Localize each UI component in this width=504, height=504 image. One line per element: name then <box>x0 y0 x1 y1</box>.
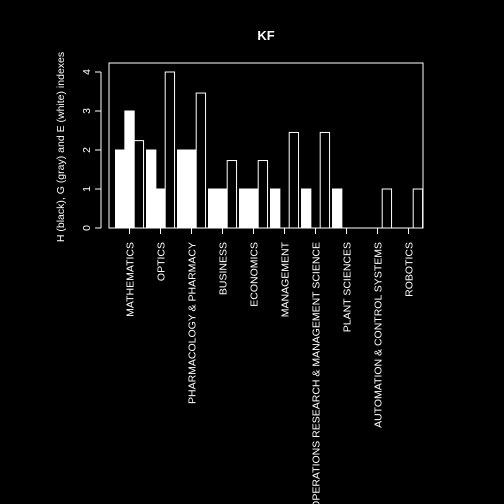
x-tick-label-4: ECONOMICS <box>249 242 261 307</box>
y-axis: 0 1 2 3 4 <box>81 69 102 231</box>
bar-g-3 <box>217 188 228 229</box>
x-tick-label-6: OPERATIONS RESEARCH & MANAGEMENT SCIENCE <box>311 242 323 504</box>
bar-e-0 <box>133 140 145 229</box>
x-tick-label-0: MATHEMATICS <box>125 242 137 317</box>
bar-g-4 <box>248 188 259 229</box>
y-tick-label-4: 4 <box>81 69 93 75</box>
bar-e-9 <box>412 188 424 229</box>
bar-e-5 <box>288 131 300 229</box>
bar-g-0 <box>124 110 135 229</box>
bar-h-7 <box>332 188 343 229</box>
bar-h-3 <box>208 188 219 229</box>
bar-g-1 <box>155 188 166 229</box>
bar-e-2 <box>195 92 207 229</box>
bar-h-6 <box>301 188 312 229</box>
chart-title: KF <box>257 28 274 43</box>
x-tick-label-3: BUSINESS <box>218 242 230 295</box>
bar-h-0 <box>115 149 126 229</box>
bars-group <box>115 71 424 229</box>
y-tick-label-1: 1 <box>81 186 93 192</box>
bar-h-4 <box>239 188 250 229</box>
x-tick-label-9: ROBOTICS <box>404 242 416 297</box>
y-tick-label-3: 3 <box>81 108 93 114</box>
y-axis-label: H (black), G (gray) and E (white) indexe… <box>55 52 67 242</box>
x-axis: MATHEMATICS OPTICS PHARMACOLOGY & PHARMACY… <box>125 227 416 504</box>
bar-h-5 <box>270 188 281 229</box>
bar-e-6 <box>319 131 331 229</box>
bar-h-1 <box>146 149 157 229</box>
x-tick-label-2: PHARMACOLOGY & PHARMACY <box>187 242 199 404</box>
bar-e-1 <box>164 71 176 229</box>
x-tick-label-5: MANAGEMENT <box>280 241 292 317</box>
bar-e-3 <box>226 160 238 229</box>
bar-g-2 <box>186 149 197 229</box>
x-tick-label-1: OPTICS <box>156 242 168 281</box>
y-tick-label-2: 2 <box>81 147 93 153</box>
y-tick-label-0: 0 <box>81 225 93 231</box>
x-tick-label-7: PLANT SCIENCES <box>342 242 354 332</box>
bar-e-4 <box>257 160 269 229</box>
x-tick-label-8: AUTOMATION & CONTROL SYSTEMS <box>373 242 385 428</box>
bar-h-2 <box>177 149 188 229</box>
bar-e-8 <box>381 188 393 229</box>
